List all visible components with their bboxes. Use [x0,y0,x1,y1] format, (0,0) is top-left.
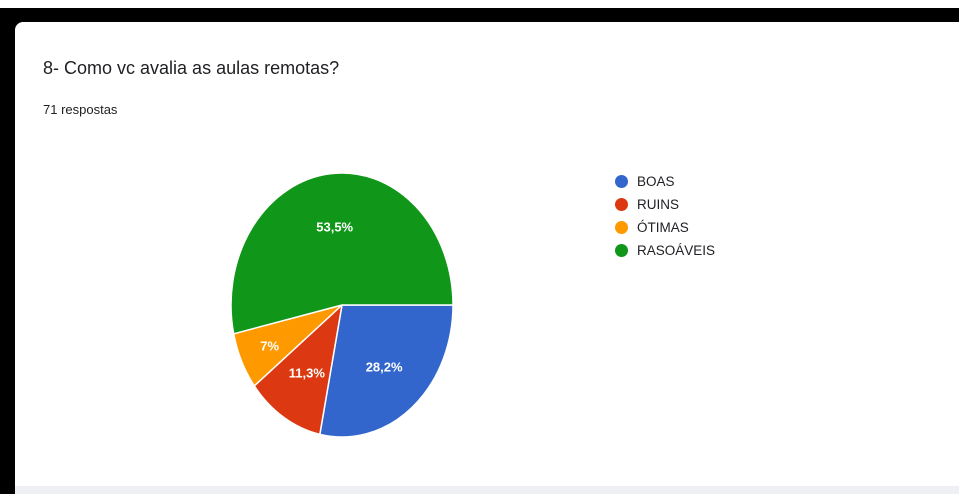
pie-chart: 28,2% 11,3% 7% 53,5% [230,172,454,438]
legend-swatch [615,244,628,257]
chart-legend: BOAS RUINS ÓTIMAS RASOÁVEIS [615,170,715,262]
card-bottom-strip [15,486,959,494]
pie-slice-boas [318,304,454,438]
pie-label-ruins: 11,3% [289,365,326,380]
legend-swatch [615,198,628,211]
pie-label-ótimas: 7% [260,338,279,353]
pie-label-rasoáveis: 53,5% [316,219,353,234]
legend-item-boas: BOAS [615,170,715,193]
legend-item-rasoáveis: RASOÁVEIS [615,239,715,262]
legend-item-ótimas: ÓTIMAS [615,216,715,239]
legend-label: RUINS [637,197,680,212]
pie-slice-ruins [253,302,344,436]
response-count: 71 respostas [43,102,118,117]
question-title: 8- Como vc avalia as aulas remotas? [43,58,340,78]
legend-swatch [615,221,628,234]
legend-label: BOAS [637,174,675,189]
top-strip [0,0,959,8]
legend-swatch [615,175,628,188]
form-response-card [15,22,959,494]
pie-slice-rasoáveis [230,172,454,335]
pie-label-boas: 28,2% [366,359,403,374]
legend-label: RASOÁVEIS [637,243,716,258]
legend-label: ÓTIMAS [637,220,689,235]
legend-item-ruins: RUINS [615,193,715,216]
